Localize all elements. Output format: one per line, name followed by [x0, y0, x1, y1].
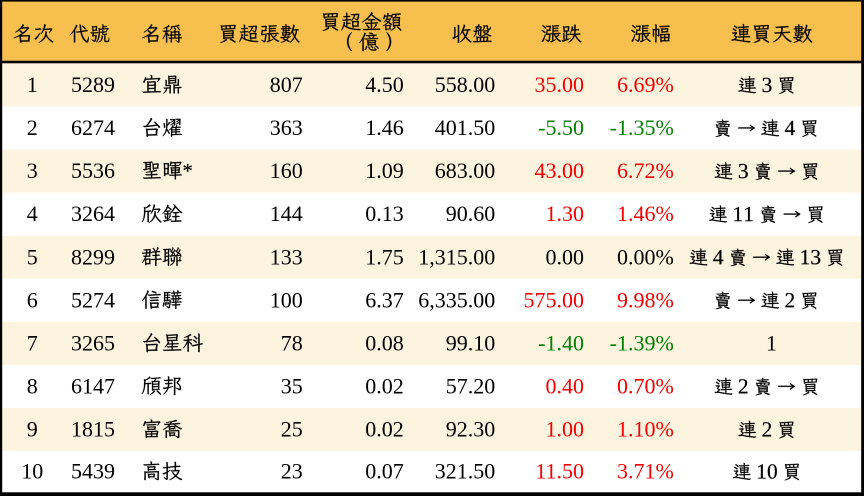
svg-text:-1.35%: -1.35%	[610, 115, 674, 140]
svg-text:0.00: 0.00	[546, 244, 585, 269]
svg-text:25: 25	[281, 417, 303, 442]
svg-text:5536: 5536	[71, 158, 115, 183]
svg-text:401.50: 401.50	[435, 115, 496, 140]
svg-text:5289: 5289	[71, 72, 115, 97]
svg-text:3.71%: 3.71%	[617, 459, 674, 484]
svg-text:23: 23	[281, 459, 303, 484]
svg-text:1.30: 1.30	[546, 201, 585, 226]
svg-text:1.75: 1.75	[365, 244, 404, 269]
svg-text:43.00: 43.00	[535, 158, 585, 183]
svg-text:0.70%: 0.70%	[617, 373, 674, 398]
svg-text:1.09: 1.09	[365, 158, 404, 183]
svg-text:8: 8	[27, 373, 38, 398]
svg-text:35: 35	[281, 373, 303, 398]
svg-text:1815: 1815	[71, 417, 115, 442]
svg-text:78: 78	[281, 330, 303, 355]
svg-text:3264: 3264	[71, 201, 115, 226]
svg-text:6.72%: 6.72%	[617, 158, 674, 183]
svg-text:8299: 8299	[71, 244, 115, 269]
svg-text:807: 807	[270, 72, 303, 97]
svg-text:-1.40: -1.40	[538, 330, 584, 355]
svg-text:133: 133	[270, 244, 303, 269]
svg-text:683.00: 683.00	[435, 158, 496, 183]
svg-text:0.08: 0.08	[365, 330, 404, 355]
svg-text:1.10%: 1.10%	[617, 417, 674, 442]
svg-text:6274: 6274	[71, 115, 115, 140]
svg-text:57.20: 57.20	[446, 373, 496, 398]
svg-text:0.00%: 0.00%	[617, 244, 674, 269]
svg-text:5439: 5439	[71, 459, 115, 484]
svg-text:10: 10	[21, 459, 43, 484]
svg-text:1.46%: 1.46%	[617, 201, 674, 226]
svg-text:92.30: 92.30	[446, 417, 496, 442]
svg-text:160: 160	[270, 158, 303, 183]
svg-text:0.02: 0.02	[365, 417, 404, 442]
svg-text:144: 144	[270, 201, 303, 226]
svg-text:558.00: 558.00	[435, 72, 496, 97]
svg-text:321.50: 321.50	[435, 459, 496, 484]
svg-text:0.07: 0.07	[365, 459, 404, 484]
svg-text:4.50: 4.50	[365, 72, 404, 97]
svg-text:1,315.00: 1,315.00	[418, 244, 495, 269]
svg-text:90.60: 90.60	[446, 201, 496, 226]
svg-text:99.10: 99.10	[446, 330, 496, 355]
svg-text:6: 6	[27, 287, 38, 312]
svg-text:9: 9	[27, 417, 38, 442]
svg-text:1.00: 1.00	[546, 417, 585, 442]
svg-text:6.69%: 6.69%	[617, 72, 674, 97]
svg-text:2: 2	[27, 115, 38, 140]
svg-text:9.98%: 9.98%	[617, 287, 674, 312]
svg-text:363: 363	[270, 115, 303, 140]
svg-text:6,335.00: 6,335.00	[418, 287, 495, 312]
svg-text:1: 1	[27, 72, 38, 97]
svg-text:0.02: 0.02	[365, 373, 404, 398]
svg-text:7: 7	[27, 330, 38, 355]
svg-text:100: 100	[270, 287, 303, 312]
svg-text:0.13: 0.13	[365, 201, 404, 226]
svg-text:1: 1	[766, 330, 777, 355]
svg-text:-5.50: -5.50	[538, 115, 584, 140]
svg-text:575.00: 575.00	[524, 287, 585, 312]
svg-text:6147: 6147	[71, 373, 115, 398]
svg-text:-1.39%: -1.39%	[610, 330, 674, 355]
svg-text:0.40: 0.40	[546, 373, 585, 398]
svg-text:4: 4	[27, 201, 38, 226]
svg-text:1.46: 1.46	[365, 115, 404, 140]
svg-text:3: 3	[27, 158, 38, 183]
svg-text:5274: 5274	[71, 287, 115, 312]
svg-text:11.50: 11.50	[535, 459, 584, 484]
svg-text:6.37: 6.37	[365, 287, 404, 312]
svg-text:5: 5	[27, 244, 38, 269]
svg-text:35.00: 35.00	[535, 72, 585, 97]
svg-text:3265: 3265	[71, 330, 115, 355]
